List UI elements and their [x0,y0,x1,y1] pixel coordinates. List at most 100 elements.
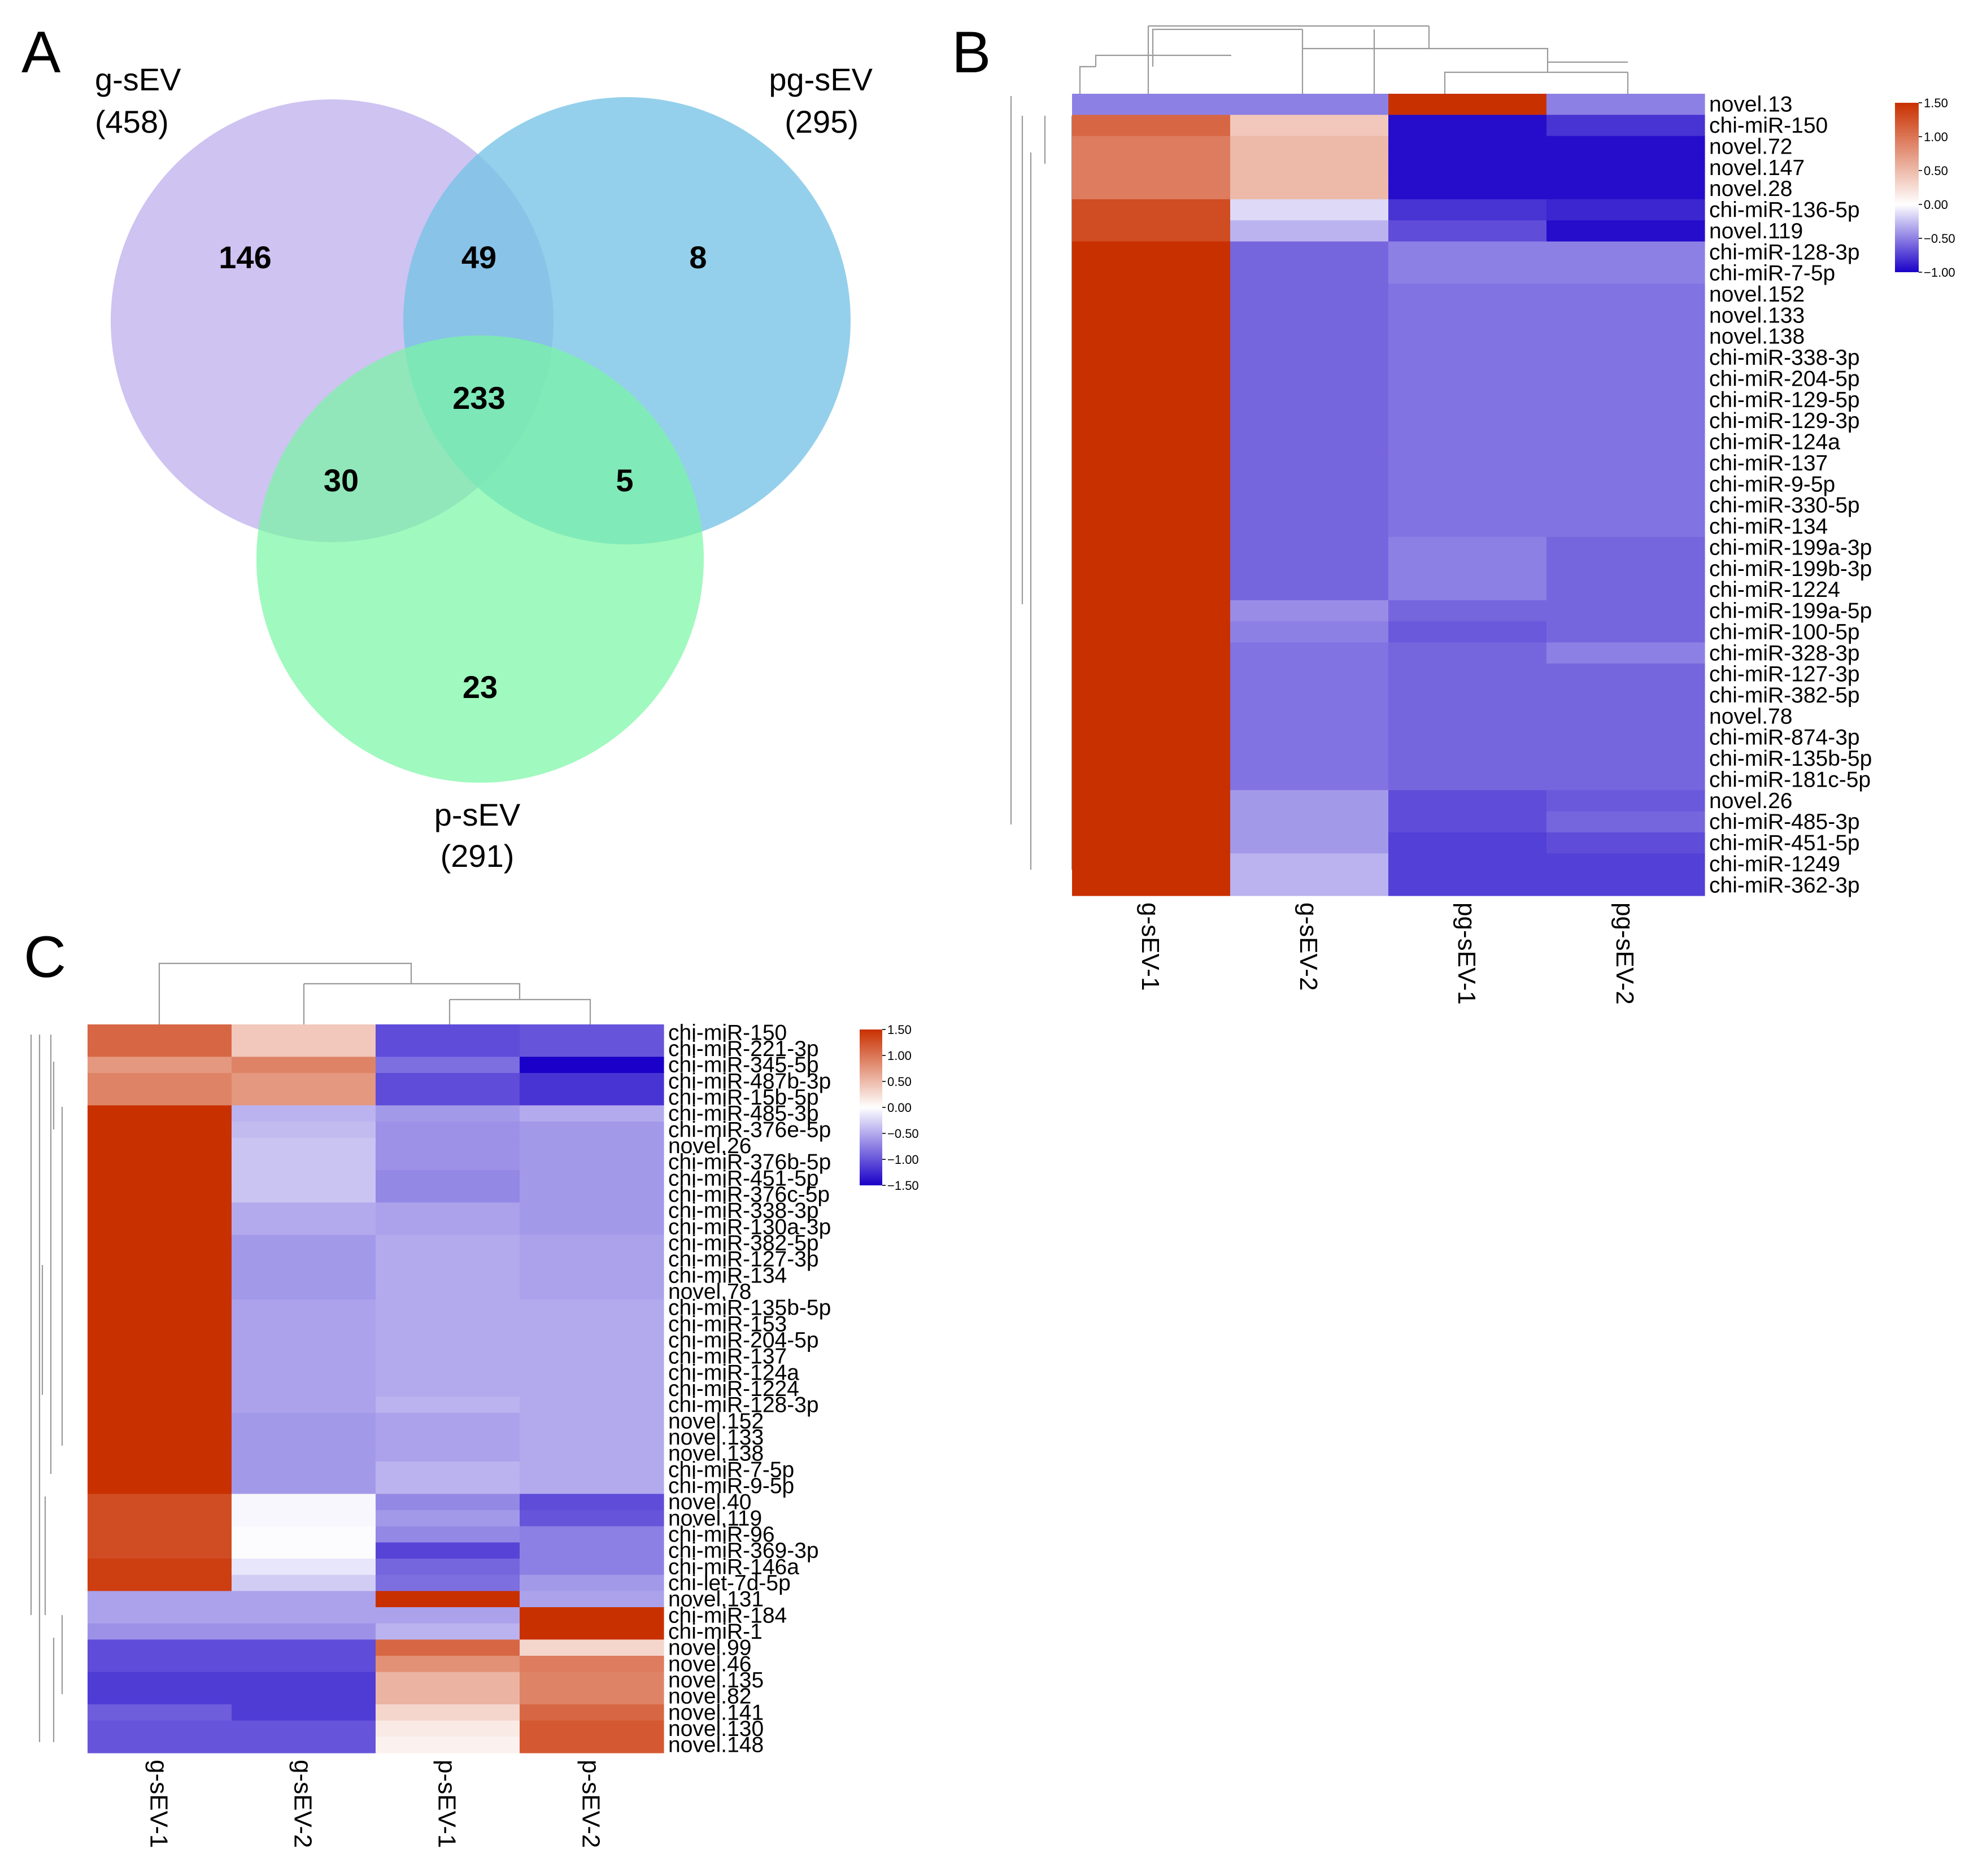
legend-c-tick-label: −1.00 [887,1153,919,1167]
heatmap-b-cell [1388,431,1547,453]
heatmap-c-cell [376,1316,520,1333]
heatmap-b-cell [1388,389,1547,411]
heatmap-b-cell [1230,283,1389,306]
heatmap-b-cell [1388,748,1547,770]
heatmap-b-cell [1230,874,1389,896]
heatmap-b-cell [1388,769,1547,791]
heatmap-c-cell [520,1364,664,1381]
heatmap-c-row-label: chi-miR-130a-3p [668,1215,831,1239]
heatmap-b-cell [1230,262,1389,284]
heatmap-b-cell [1072,136,1231,158]
heatmap-b-cell [1230,389,1389,411]
heatmap-b-cell [1546,495,1705,516]
heatmap-b-cell [1230,178,1389,200]
heatmap-b-cell [1230,600,1389,622]
heatmap-b-cell [1072,452,1231,474]
heatmap-c-cell [232,1704,376,1721]
heatmap-c-cell [376,1040,520,1057]
heatmap-b-cell [1072,536,1231,559]
heatmap-c-cell [88,1380,232,1397]
heatmap-b-cell [1388,516,1547,538]
heatmap-b-cell [1230,663,1389,685]
heatmap-c-row-label: chi-miR-382-5p [668,1231,819,1255]
heatmap-c-cell [376,1380,520,1397]
heatmap-b-cell [1388,136,1547,158]
heatmap-c-cell [88,1251,232,1268]
heatmap-c-cell [520,1234,664,1251]
heatmap-c-cell [232,1720,376,1737]
heatmap-b-cell [1072,220,1231,242]
heatmap-b-cell [1546,832,1705,854]
heatmap-c-cell [88,1170,232,1187]
heatmap-b-cell [1388,558,1547,580]
heatmap-c-cell [520,1332,664,1349]
heatmap-b-row-label: chi-miR-874-3p [1709,726,1860,750]
heatmap-b-cell [1230,832,1389,854]
heatmap-c-cell [376,1397,520,1413]
heatmap-c-cell [88,1477,232,1494]
heatmap-c-row-label: chi-miR-485-3p [668,1102,819,1126]
heatmap-b-cell [1388,452,1547,474]
heatmap-c-row-label: novel.141 [668,1700,764,1725]
heatmap-c-cell [232,1122,376,1138]
heatmap-c-cell [376,1137,520,1154]
heatmap-c-cell [376,1348,520,1365]
heatmap-b-cell [1546,283,1705,306]
heatmap-b-cell [1230,157,1389,179]
heatmap-b-cell [1388,874,1547,896]
heatmap-c-row-label: chi-miR-376c-5p [668,1183,830,1207]
heatmap-b-cell [1072,241,1231,263]
heatmap-b-row-label: chi-miR-9-5p [1709,472,1835,496]
heatmap-b-cell [1230,136,1389,158]
heatmap-c-cell [88,1040,232,1057]
heatmap-c-cell [520,1154,664,1171]
heatmap-c-row-label: chi-miR-124a [668,1360,799,1385]
heatmap-c-cell [88,1510,232,1527]
heatmap-c-row-label: chi-miR-1224 [668,1377,799,1401]
heatmap-c-cell [232,1639,376,1656]
heatmap-c-column-label: p-sEV-2 [577,1760,605,1848]
heatmap-b-cell [1230,811,1389,833]
heatmap-c-cell [520,1024,664,1041]
heatmap-b-cell [1072,811,1231,833]
heatmap-c-column-label: p-sEV-1 [433,1760,461,1848]
legend-b-tick-label: −1.00 [1924,265,1955,280]
heatmap-b-cell [1072,326,1231,348]
heatmap-c-cell [88,1704,232,1721]
heatmap-c-row-label: novel.78 [668,1280,751,1304]
heatmap-b-cell [1230,705,1389,727]
heatmap-c-cell [376,1704,520,1721]
heatmap-c-row-label: chi-miR-376e-5p [668,1118,831,1142]
heatmap-c-row-label: novel.138 [668,1442,764,1466]
heatmap-c-cell [88,1429,232,1446]
heatmap-c-panel: C chi-miR-150chi-miR-221-3pchi-miR-345-5… [24,924,919,1848]
heatmap-c-cell [376,1202,520,1219]
heatmap-b-row-label: chi-miR-485-3p [1709,810,1860,834]
heatmap-c-cell [88,1656,232,1673]
heatmap-b-row-label: novel.26 [1709,789,1792,813]
heatmap-c-row-label: chi-miR-134 [668,1263,787,1288]
heatmap-c-cell [520,1526,664,1543]
heatmap-b-row-label: chi-miR-181c-5p [1709,767,1871,792]
heatmap-c-cell [520,1510,664,1527]
heatmap-c-cell [520,1413,664,1430]
heatmap-c-cell [520,1639,664,1656]
set-total-p-sev: (291) [441,838,515,874]
heatmap-c-cell [88,1137,232,1154]
heatmap-c-cell [232,1040,376,1057]
heatmap-b-cell [1546,874,1705,896]
heatmap-b-cell [1230,410,1389,432]
heatmap-c-row-label: chi-miR-137 [668,1345,787,1369]
heatmap-c-cell [376,1737,520,1753]
heatmap-c-cell [232,1154,376,1171]
heatmap-b-row-label: chi-miR-129-5p [1709,388,1860,412]
heatmap-c-cell [88,1720,232,1737]
legend-b-tick-label: 1.00 [1924,130,1948,144]
heatmap-c-cell [376,1494,520,1511]
panel-label-b: B [952,20,991,85]
heatmap-b-cell [1546,558,1705,580]
heatmap-c-cell [376,1219,520,1236]
heatmap-c-row-label: chi-miR-150 [668,1020,787,1045]
heatmap-c-cell [520,1299,664,1316]
heatmap-c-cell [376,1720,520,1737]
